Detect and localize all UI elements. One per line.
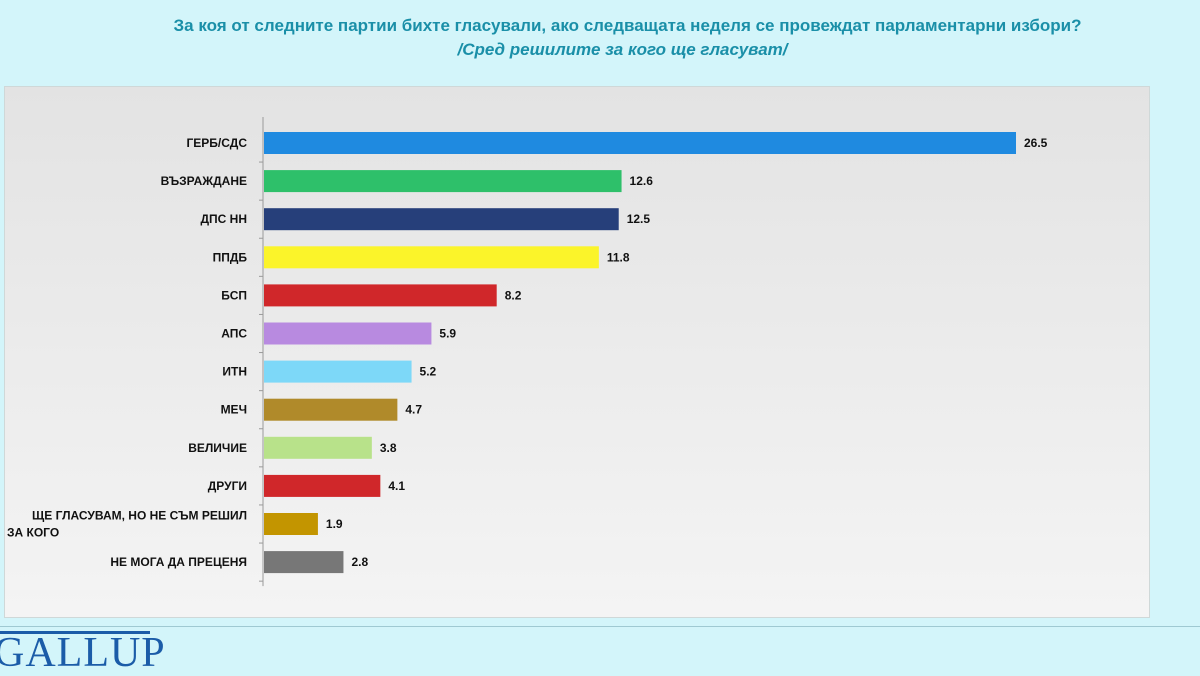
bar-8 <box>264 436 372 459</box>
category-label-line: ЗА КОГО <box>7 526 59 540</box>
category-label-line: ГЕРБ/СДС <box>187 136 248 150</box>
category-label-line: МЕЧ <box>221 403 247 417</box>
value-label-8: 3.8 <box>380 441 397 455</box>
category-label-line: ВЪЗРАЖДАНЕ <box>161 174 247 188</box>
category-label-7: МЕЧ <box>221 403 247 417</box>
chart-title: За коя от следните партии бихте гласувал… <box>0 14 1200 62</box>
category-label-11: НЕ МОГА ДА ПРЕЦЕНЯ <box>110 555 247 569</box>
category-label-1: ВЪЗРАЖДАНЕ <box>161 174 247 188</box>
value-label-3: 11.8 <box>607 250 630 264</box>
category-label-8: ВЕЛИЧИЕ <box>188 441 247 455</box>
value-label-0: 26.5 <box>1024 136 1048 150</box>
category-label-line: ИТН <box>222 365 247 379</box>
category-label-0: ГЕРБ/СДС <box>187 136 248 150</box>
category-label-line: ППДБ <box>213 250 248 264</box>
bar-9 <box>264 474 381 497</box>
category-label-line: ЩЕ ГЛАСУВАМ, НО НЕ СЪМ РЕШИЛ <box>32 509 247 523</box>
bar-3 <box>264 246 599 269</box>
chart-subtitle: /Сред решилите за кого ще гласуват/ <box>457 40 788 59</box>
category-label-6: ИТН <box>222 365 247 379</box>
gallup-logo: GALLUP <box>0 630 166 676</box>
logo-bar <box>0 631 150 634</box>
bar-0 <box>264 132 1016 154</box>
category-label-line: БСП <box>221 288 247 302</box>
category-label-4: БСП <box>221 288 247 302</box>
value-label-1: 12.6 <box>630 174 654 188</box>
category-label-10: ЩЕ ГЛАСУВАМ, НО НЕ СЪМ РЕШИЛ ЗА КОГО <box>7 509 247 540</box>
bar-10 <box>264 513 318 535</box>
category-label-line: НЕ МОГА ДА ПРЕЦЕНЯ <box>110 555 247 569</box>
chart-panel: 26.5 ГЕРБ/СДС 12.6 ВЪЗРАЖДАНЕ 12.5 ДПС НН 11.8… <box>4 86 1150 618</box>
bar-1 <box>264 170 622 193</box>
category-label-line: АПС <box>221 327 247 341</box>
category-label-line: ДПС НН <box>200 212 247 226</box>
category-label-line: ДРУГИ <box>208 479 247 493</box>
category-label-line: ВЕЛИЧИЕ <box>188 441 247 455</box>
value-label-9: 4.1 <box>388 479 405 493</box>
bar-7 <box>264 398 398 421</box>
bar-11 <box>264 551 344 574</box>
bar-chart: 26.5 ГЕРБ/СДС 12.6 ВЪЗРАЖДАНЕ 12.5 ДПС НН 11.8… <box>7 117 1048 587</box>
category-label-5: АПС <box>221 327 247 341</box>
value-label-6: 5.2 <box>420 365 437 379</box>
value-label-4: 8.2 <box>505 288 522 302</box>
value-label-5: 5.9 <box>439 327 456 341</box>
value-label-7: 4.7 <box>405 403 422 417</box>
bar-4 <box>264 284 497 307</box>
category-label-3: ППДБ <box>213 250 248 264</box>
footer-divider <box>0 626 1200 627</box>
value-label-11: 2.8 <box>351 555 368 569</box>
bar-2 <box>264 208 619 231</box>
bar-5 <box>264 322 432 345</box>
category-label-9: ДРУГИ <box>208 479 247 493</box>
category-label-2: ДПС НН <box>200 212 247 226</box>
value-label-2: 12.5 <box>627 212 651 226</box>
chart-title-text: За коя от следните партии бихте гласувал… <box>173 16 1082 35</box>
bar-6 <box>264 360 412 383</box>
value-label-10: 1.9 <box>326 517 343 531</box>
